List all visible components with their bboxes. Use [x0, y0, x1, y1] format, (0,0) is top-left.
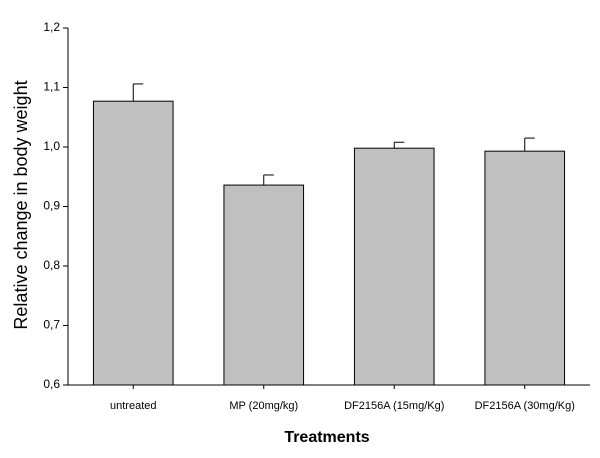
x-tick-label: DF2156A (15mg/Kg) — [344, 400, 444, 412]
x-tick-label: untreated — [110, 400, 156, 412]
y-tick-label: 0,7 — [43, 318, 60, 332]
x-tick-label: MP (20mg/kg) — [229, 400, 298, 412]
y-tick-label: 0,8 — [43, 258, 60, 272]
x-axis-title: Treatments — [284, 429, 369, 446]
y-tick-label: 1,2 — [43, 20, 60, 34]
bar — [484, 150, 566, 386]
bar — [223, 184, 305, 386]
y-tick-label: 0,9 — [43, 199, 60, 213]
bar — [353, 147, 435, 386]
y-tick-label: 1,1 — [43, 80, 60, 94]
x-tick-label: DF2156A (30mg/Kg) — [475, 400, 575, 412]
y-tick-label: 0,6 — [43, 377, 60, 391]
y-tick-label: 1,0 — [43, 139, 60, 153]
y-axis-title: Relative change in body weight — [11, 80, 31, 329]
bar — [92, 100, 174, 386]
